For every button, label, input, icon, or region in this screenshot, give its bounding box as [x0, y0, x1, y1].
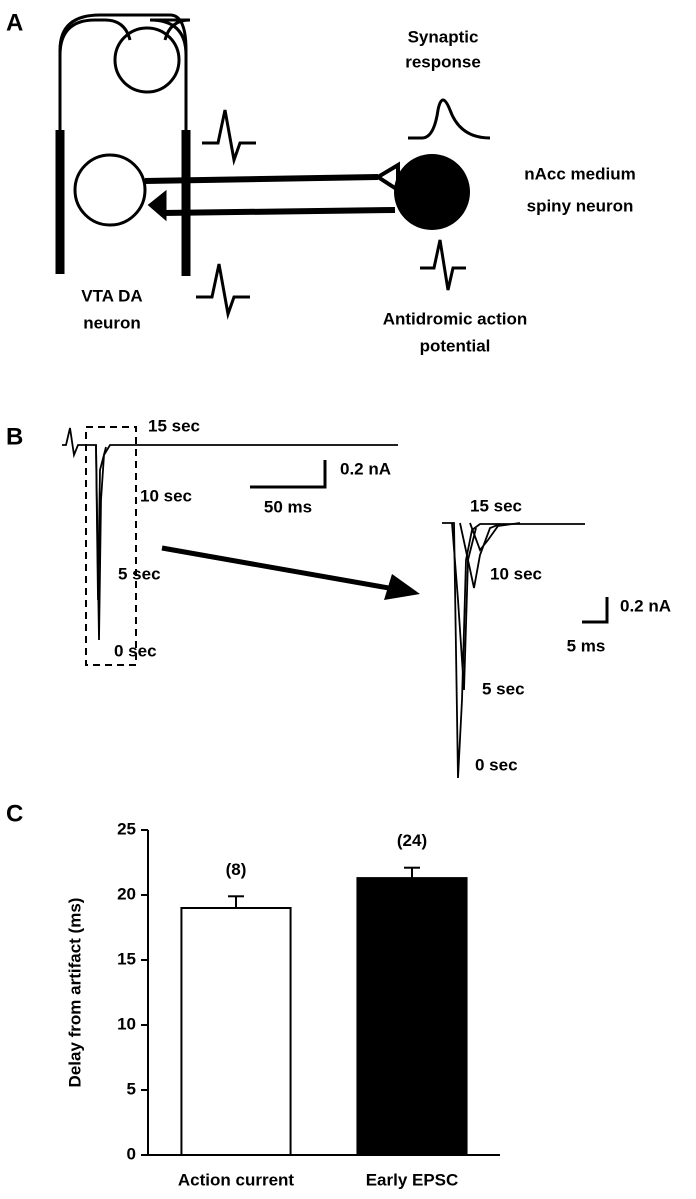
x-tick-label: Early EPSC [366, 1170, 459, 1189]
y-axis-label: Delay from artifact (ms) [65, 898, 84, 1088]
scale-label: 0.2 nA [620, 596, 671, 615]
neuron-diagram [55, 13, 491, 320]
panel-label: B [6, 423, 23, 450]
label: potential [420, 336, 491, 355]
y-tick-label: 5 [127, 1079, 136, 1098]
bar [180, 907, 292, 1156]
trace-label: 5 sec [118, 564, 161, 583]
x-tick-label: Action current [178, 1170, 295, 1189]
label: response [405, 52, 481, 71]
annotation: (24) [397, 831, 427, 850]
trace-label: 0 sec [114, 641, 157, 660]
annotation: (8) [226, 860, 247, 879]
y-tick-label: 15 [117, 949, 136, 968]
trace-label: 10 sec [140, 486, 192, 505]
label: VTA DA [81, 286, 142, 305]
y-tick-label: 10 [117, 1014, 136, 1033]
label: neuron [83, 313, 141, 332]
scale-label: 5 ms [567, 636, 606, 655]
y-tick-label: 25 [117, 819, 136, 838]
trace-label: 0 sec [475, 755, 518, 774]
trace-label: 15 sec [470, 496, 522, 515]
bar [356, 877, 468, 1156]
scale-label: 50 ms [264, 497, 312, 516]
traces [62, 426, 609, 779]
panel-label: A [6, 9, 23, 36]
y-tick-label: 0 [127, 1144, 136, 1163]
panel-label: C [6, 800, 23, 827]
label: spiny neuron [527, 196, 634, 215]
trace-label: 10 sec [490, 564, 542, 583]
label: Synaptic [408, 27, 479, 46]
label: Antidromic action [383, 309, 528, 328]
label: nAcc medium [524, 164, 635, 183]
y-tick-label: 20 [117, 884, 136, 903]
trace-label: 15 sec [148, 416, 200, 435]
scale-label: 0.2 nA [340, 459, 391, 478]
trace-label: 5 sec [482, 679, 525, 698]
